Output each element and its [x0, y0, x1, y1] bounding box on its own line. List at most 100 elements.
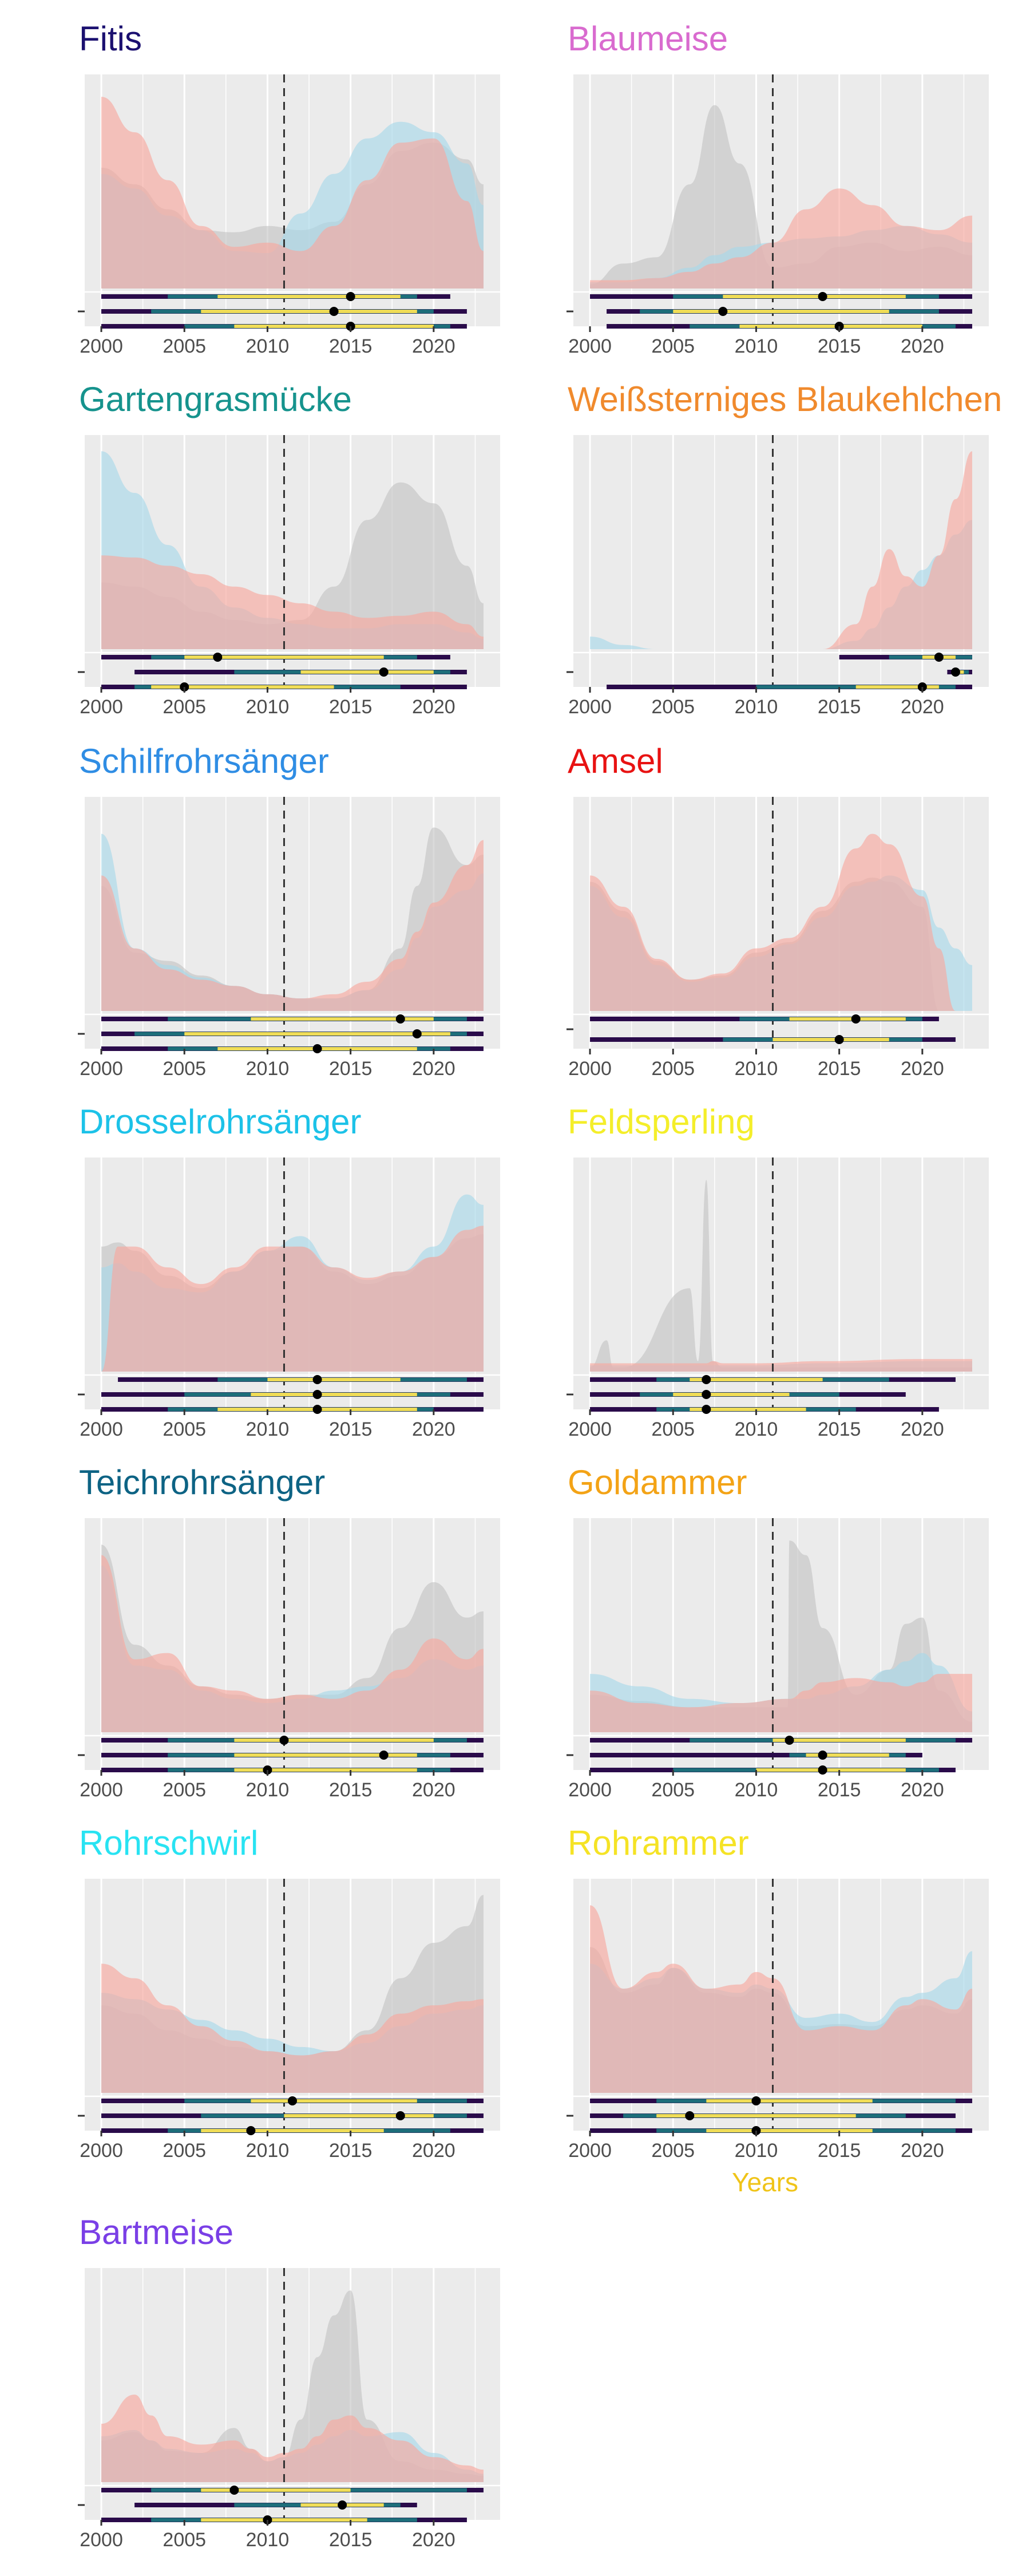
interval-2 [101, 1751, 484, 1760]
density-red [101, 1226, 484, 1372]
interval-1 [839, 653, 972, 662]
panel-7: Drosselrohrsänger 2000 2005 2010 2015 2020 [78, 1103, 500, 1440]
interval-1 [590, 1375, 956, 1384]
x-tick-label: 2010 [735, 2140, 778, 2162]
x-tick-label: 2000 [568, 1058, 612, 1080]
panel-title: Schilfrohrsänger [79, 742, 329, 780]
x-tick-label: 2020 [901, 1779, 944, 1801]
density-red [590, 833, 972, 1011]
x-tick-label: 2015 [329, 696, 373, 718]
x-tick-label: 2020 [901, 696, 944, 718]
x-tick-label: 2010 [246, 696, 290, 718]
x-tick-label: 2000 [80, 335, 123, 357]
interval-1 [101, 1736, 484, 1745]
panel-title: Feldsperling [568, 1103, 755, 1141]
interval-point [818, 1765, 827, 1775]
density-red [101, 840, 484, 1011]
panel-12: Rohrammer 2000 2005 2010 2015 2020 [566, 1824, 989, 2162]
panel-title: Rohrschwirl [79, 1824, 258, 1862]
x-tick-label: 2000 [568, 1419, 612, 1440]
interval-point [751, 2096, 761, 2105]
x-tick-label: 2010 [735, 1419, 778, 1440]
interval-point [329, 307, 339, 316]
interval-point [702, 1390, 711, 1399]
panel-4: Weißsterniges Blaukehlchen 2000 2005 2010 20… [566, 380, 1002, 718]
x-tick-label: 2010 [735, 696, 778, 718]
interval-2 [134, 667, 467, 677]
panel-5: Schilfrohrsänger 2000 2005 2010 2015 2020 [78, 742, 500, 1080]
interval-1 [590, 2096, 972, 2105]
interval-1 [101, 292, 450, 301]
interval-3 [607, 322, 972, 331]
x-tick-label: 2015 [818, 1779, 861, 1801]
x-tick-label: 2015 [329, 2140, 373, 2162]
density-red [101, 1963, 484, 2093]
x-tick-label: 2010 [735, 335, 778, 357]
panel-13: Bartmeise 2000 2005 2010 2015 2020 [78, 2213, 500, 2551]
interval-2 [947, 667, 972, 677]
interval-point [312, 1390, 322, 1399]
x-tick-label: 2005 [651, 696, 695, 718]
x-tick-label: 2005 [651, 2140, 695, 2162]
interval-point [818, 1751, 827, 1760]
x-tick-label: 2010 [246, 1058, 290, 1080]
interval-3 [101, 1405, 484, 1414]
interval-3 [101, 2515, 467, 2524]
x-tick-label: 2000 [568, 2140, 612, 2162]
interval-point [213, 653, 223, 662]
x-tick-label: 2005 [651, 1058, 695, 1080]
panel-title: Rohrammer [568, 1824, 749, 1862]
interval-point [346, 292, 355, 301]
x-tick-label: 2015 [818, 1058, 861, 1080]
panel-title: Teichrohrsänger [79, 1463, 325, 1502]
interval-2 [590, 1390, 906, 1399]
x-tick-label: 2015 [818, 335, 861, 357]
x-tick-label: 2015 [329, 1779, 373, 1801]
interval-point [395, 2111, 405, 2120]
x-tick-label: 2005 [163, 1419, 206, 1440]
interval-point [785, 1736, 794, 1745]
interval-3 [590, 2126, 972, 2135]
x-axis-label: Years [732, 2167, 798, 2197]
interval-point [685, 2111, 695, 2120]
density-red [590, 451, 972, 649]
x-tick-label: 2015 [818, 1419, 861, 1440]
interval-point [818, 292, 827, 301]
interval-1 [101, 2486, 484, 2495]
x-tick-label: 2020 [412, 335, 455, 357]
panel-title: Weißsterniges Blaukehlchen [568, 380, 1002, 418]
interval-2 [101, 1029, 484, 1038]
x-tick-label: 2005 [163, 2529, 206, 2551]
interval-3 [101, 1044, 484, 1053]
panel-1: Fitis 2000 2005 2010 2015 2020 [78, 19, 500, 357]
panel-6: Amsel 2000 2005 2010 2015 2020 [566, 742, 989, 1080]
panel-3: Gartengrasmücke 2000 2005 2010 2015 2020 [78, 380, 500, 718]
x-tick-label: 2005 [163, 2140, 206, 2162]
interval-2 [101, 307, 467, 316]
interval-2 [607, 307, 972, 316]
interval-2 [101, 1390, 484, 1399]
interval-point [288, 2096, 297, 2105]
density-red [590, 188, 972, 289]
panel-10: Goldammer 2000 2005 2010 2015 2020 [566, 1463, 989, 1801]
interval-3 [590, 1765, 956, 1775]
x-tick-label: 2010 [246, 1419, 290, 1440]
panel-title: Amsel [568, 742, 663, 780]
interval-point [718, 307, 728, 316]
density-red [590, 1359, 972, 1372]
x-tick-label: 2005 [651, 1419, 695, 1440]
x-tick-label: 2015 [818, 696, 861, 718]
panel-title: Bartmeise [79, 2213, 233, 2251]
interval-point [229, 2486, 239, 2495]
density-red [590, 1674, 972, 1732]
x-tick-label: 2020 [412, 2529, 455, 2551]
interval-1 [101, 653, 450, 662]
interval-point [279, 1736, 289, 1745]
interval-2 [590, 1035, 956, 1044]
interval-1 [101, 2096, 484, 2105]
panel-title: Fitis [79, 19, 142, 58]
x-tick-label: 2010 [246, 2529, 290, 2551]
x-tick-label: 2010 [246, 335, 290, 357]
interval-1 [590, 292, 972, 301]
